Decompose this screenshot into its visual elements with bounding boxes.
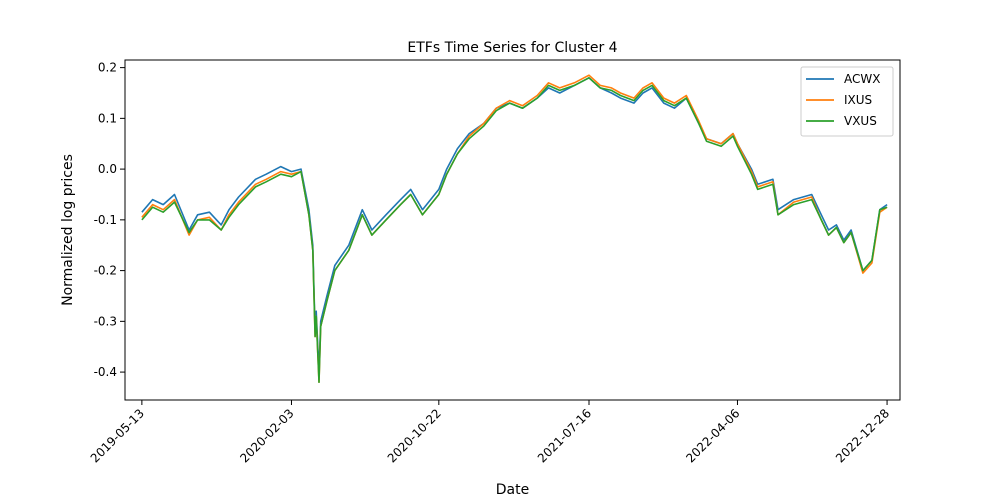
y-axis-title: Normalized log prices [60, 154, 76, 306]
y-tick-label: -0.1 [94, 213, 117, 227]
series-layer [141, 74, 888, 384]
chart-title: ETFs Time Series for Cluster 4 [407, 40, 617, 56]
y-tick-label: -0.4 [94, 365, 117, 379]
y-tick-label: -0.2 [94, 264, 117, 278]
y-tick-label: 0.2 [98, 61, 117, 75]
x-axis-title: Date [496, 482, 529, 498]
legend-label-ixus: IXUS [844, 93, 872, 107]
y-tick-label: -0.3 [94, 314, 117, 328]
legend-label-vxus: VXUS [844, 114, 877, 128]
y-tick-label: 0.1 [98, 111, 117, 125]
legend-box [800, 66, 894, 137]
y-axis: 0.2 0.1 0.0 -0.1 -0.2 -0.3 -0.4 [94, 61, 125, 379]
legend: ACWX IXUS VXUS [800, 66, 894, 137]
series-line-vxus [141, 77, 888, 384]
legend-label-acwx: ACWX [844, 72, 880, 86]
plot-area-frame [124, 59, 901, 401]
y-tick-label: 0.0 [98, 162, 117, 176]
